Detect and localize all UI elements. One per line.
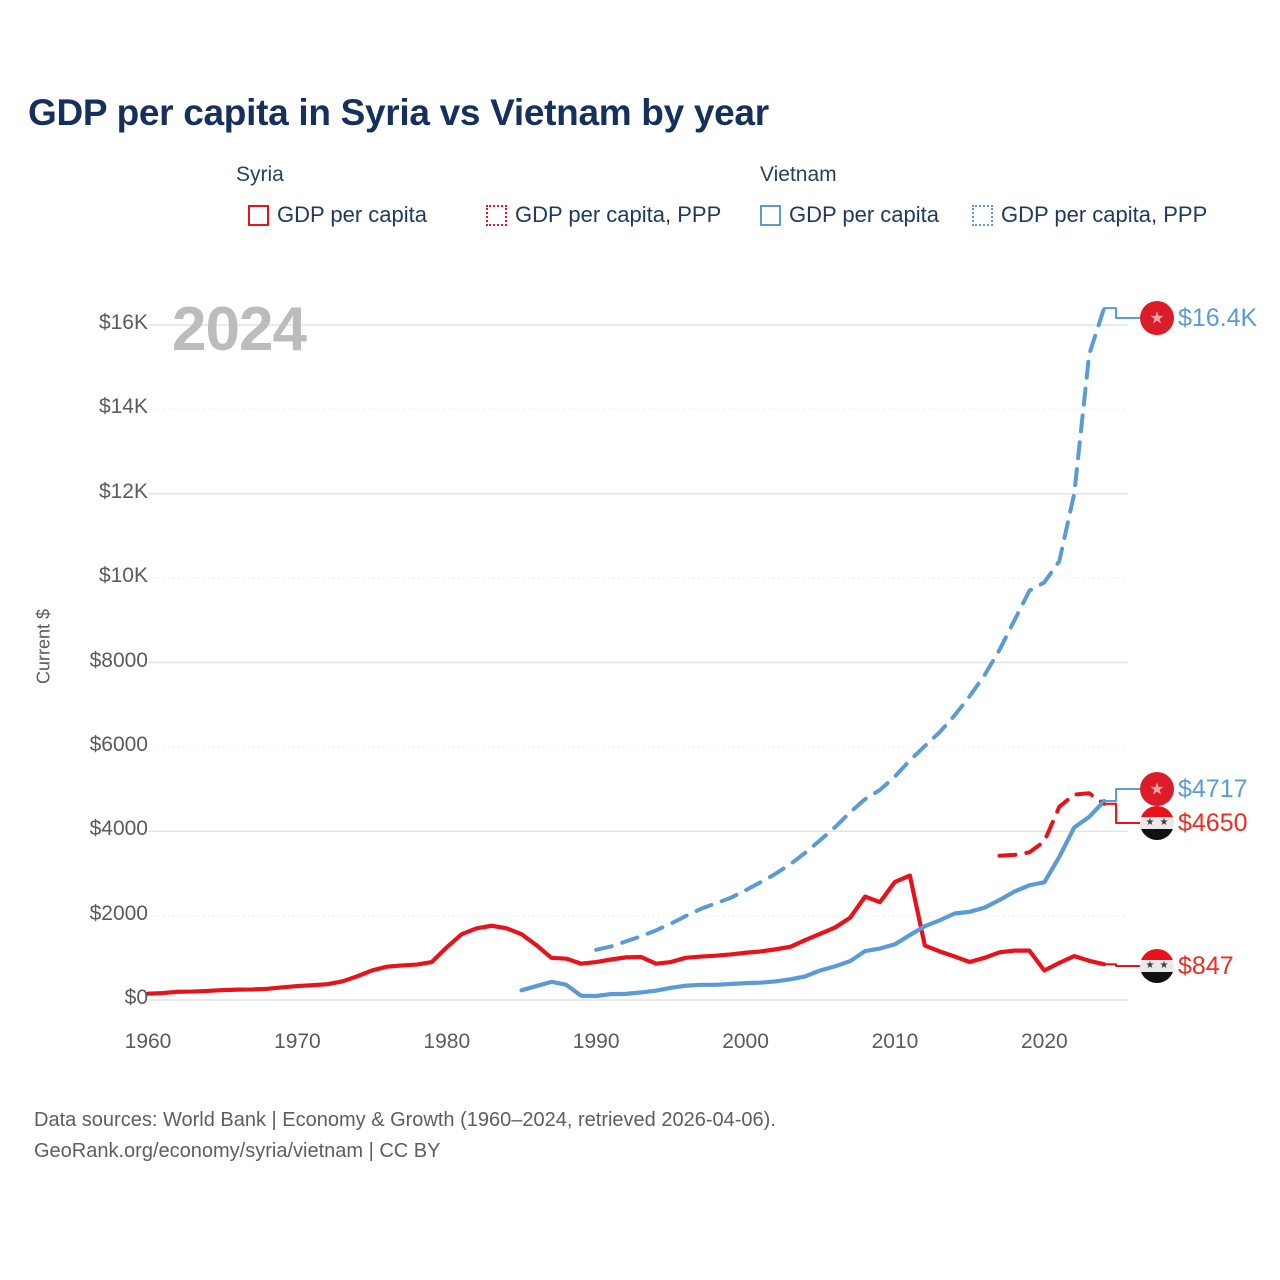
x-axis-tick-label: 1980	[423, 1030, 471, 1053]
y-axis-tick-text: $10K	[98, 564, 148, 588]
series-line	[594, 306, 1107, 952]
blue-solid-square-icon	[760, 204, 781, 226]
legend-item-syria-gdp-ppp[interactable]: GDP per capita, PPP	[486, 202, 721, 228]
x-axis-tick-label: 1990	[572, 1030, 620, 1053]
end-label-syria-ppp: ★ ★ $4650	[1140, 806, 1248, 840]
end-label-vietnam-ppp: ★ $16.4K	[1140, 301, 1257, 335]
syria-flag-icon: ★ ★	[1140, 806, 1174, 840]
y-axis-tick-text: $14K	[98, 395, 148, 419]
footer-line-sources: Data sources: World Bank | Economy & Gro…	[34, 1109, 776, 1131]
end-label-value: $4717	[1178, 774, 1248, 803]
y-axis-tick-text: $2000	[89, 901, 148, 925]
y-axis-tick-text: $12K	[98, 479, 148, 503]
legend-item-label: GDP per capita	[789, 202, 940, 227]
legend-item-label: GDP per capita	[277, 202, 428, 227]
end-label-syria-gdp: ★ ★ $847	[1140, 949, 1234, 983]
series-line	[519, 798, 1107, 999]
y-axis-label: Current $	[33, 608, 54, 685]
legend-item-vietnam-gdp-ppp[interactable]: GDP per capita, PPP	[972, 202, 1207, 228]
legend-items: GDP per capita GDP per capita, PPP GDP p…	[236, 202, 1256, 236]
y-axis-tick-text: $16K	[98, 311, 148, 334]
series-lines	[145, 306, 1107, 999]
series-line	[145, 873, 1107, 996]
footer-line-url: GeoRank.org/economy/syria/vietnam | CC B…	[34, 1140, 441, 1162]
leader-line	[1103, 802, 1142, 825]
end-label-value: $847	[1178, 951, 1234, 980]
legend-group-titles: Syria Vietnam	[236, 163, 1256, 191]
leader-line	[1103, 307, 1142, 320]
x-axis-tick-label: 2010	[871, 1030, 919, 1053]
gridlines	[148, 324, 1128, 1001]
legend-group-title-vietnam: Vietnam	[760, 163, 837, 186]
footer-credits: Data sources: World Bank | Economy & Gro…	[34, 1105, 776, 1167]
legend-item-syria-gdp[interactable]: GDP per capita	[248, 202, 427, 228]
red-dotted-square-icon	[486, 204, 507, 226]
year-watermark: 2024	[172, 295, 307, 364]
series-line	[997, 791, 1107, 858]
legend-item-label: GDP per capita, PPP	[515, 202, 722, 227]
end-label-vietnam-gdp: ★ $4717	[1140, 772, 1248, 806]
x-axis-tick-label: 2000	[722, 1030, 769, 1053]
red-solid-square-icon	[248, 204, 269, 226]
y-axis-tick-text: $8000	[89, 648, 148, 672]
x-axis-tick-label: 1970	[274, 1030, 321, 1053]
legend-group-title-syria: Syria	[236, 163, 284, 186]
y-axis-tick-text: $0	[124, 986, 148, 1009]
x-axis-tick-label: 2020	[1020, 1030, 1068, 1053]
label-leader-lines	[1103, 307, 1142, 968]
y-axis-tick-text: $6000	[89, 732, 148, 756]
blue-dotted-square-icon	[972, 204, 993, 226]
page-title: GDP per capita in Syria vs Vietnam by ye…	[28, 92, 769, 133]
leader-line	[1103, 963, 1142, 968]
y-axis-tick-text: $4000	[89, 817, 148, 841]
x-axis-tick-label: 1960	[124, 1030, 172, 1053]
leader-line	[1103, 787, 1142, 803]
vietnam-flag-icon: ★	[1140, 301, 1174, 335]
chart-legend: Syria Vietnam GDP per capita GDP per cap…	[236, 163, 1256, 236]
legend-item-vietnam-gdp[interactable]: GDP per capita	[760, 202, 939, 228]
legend-item-label: GDP per capita, PPP	[1001, 202, 1208, 227]
vietnam-flag-icon: ★	[1140, 772, 1174, 806]
syria-flag-icon: ★ ★	[1140, 949, 1174, 983]
end-label-value: $16.4K	[1178, 303, 1258, 332]
end-label-value: $4650	[1178, 808, 1248, 837]
